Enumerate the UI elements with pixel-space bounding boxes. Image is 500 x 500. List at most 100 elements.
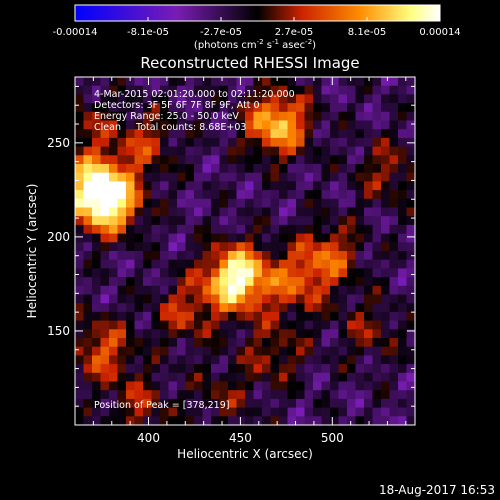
heatmap-cell <box>117 407 127 417</box>
heatmap-cell <box>228 277 238 287</box>
heatmap-cell <box>296 311 306 322</box>
heatmap-cell <box>83 320 93 330</box>
heatmap-cell <box>117 120 127 130</box>
heatmap-cell <box>185 181 195 191</box>
heatmap-cell <box>338 94 348 104</box>
heatmap-cell <box>83 207 93 217</box>
heatmap-cell <box>389 190 399 200</box>
heatmap-cell <box>381 346 391 356</box>
heatmap-cell <box>253 207 263 217</box>
heatmap-cell <box>228 285 238 296</box>
heatmap-cell <box>347 416 357 425</box>
heatmap-cell <box>160 207 170 217</box>
heatmap-cell <box>330 77 340 87</box>
heatmap-cell <box>313 329 323 339</box>
heatmap-cell <box>126 329 136 339</box>
heatmap-cell <box>245 416 255 425</box>
heatmap-cell <box>126 294 136 304</box>
heatmap-cell <box>398 390 408 400</box>
heatmap-cell <box>177 181 187 191</box>
heatmap-cell <box>321 303 331 313</box>
heatmap-cell <box>211 346 221 356</box>
heatmap-cell <box>100 103 110 113</box>
heatmap-cell <box>296 190 306 200</box>
heatmap-cell <box>372 94 382 104</box>
heatmap-cell <box>75 259 85 269</box>
heatmap-cell <box>355 164 365 174</box>
heatmap-cell <box>398 85 408 95</box>
heatmap-cell <box>160 259 170 269</box>
heatmap-cell <box>304 329 314 339</box>
heatmap-cell <box>279 320 289 330</box>
heatmap-cell <box>279 207 289 217</box>
heatmap-cell <box>83 146 93 156</box>
heatmap-cell <box>134 224 144 235</box>
heatmap-cell <box>296 346 306 356</box>
heatmap-cell <box>364 285 374 296</box>
heatmap-cell <box>211 103 221 113</box>
heatmap-cell <box>202 329 212 339</box>
heatmap-cell <box>194 146 204 156</box>
heatmap-cell <box>117 294 127 304</box>
heatmap-cell <box>347 103 357 113</box>
heatmap-cell <box>134 190 144 200</box>
heatmap-cell <box>92 416 102 425</box>
heatmap-cell <box>100 416 110 425</box>
heatmap-cell <box>151 372 161 383</box>
heatmap-cell <box>134 285 144 296</box>
heatmap-cell <box>338 407 348 417</box>
heatmap-cell <box>364 259 374 269</box>
heatmap-cell <box>355 372 365 383</box>
heatmap-cell <box>398 251 408 261</box>
heatmap-cell <box>389 338 399 348</box>
heatmap-cell <box>92 190 102 200</box>
heatmap-cell <box>168 259 178 269</box>
heatmap-cell <box>253 172 263 182</box>
heatmap-cell <box>211 355 221 365</box>
heatmap-cell <box>151 268 161 278</box>
heatmap-cell <box>211 303 221 313</box>
heatmap-cell <box>185 94 195 104</box>
heatmap-cell <box>219 216 229 226</box>
heatmap-cell <box>160 103 170 113</box>
heatmap-cell <box>151 181 161 191</box>
heatmap-cell <box>177 207 187 217</box>
heatmap-cell <box>338 129 348 139</box>
heatmap-cell <box>287 285 297 296</box>
heatmap-cell <box>304 120 314 130</box>
heatmap-cell <box>211 390 221 400</box>
heatmap-cell <box>287 207 297 217</box>
heatmap-cell <box>355 146 365 156</box>
heatmap-cell <box>406 85 415 95</box>
heatmap-cell <box>338 364 348 374</box>
heatmap-cell <box>117 381 127 391</box>
heatmap-cell <box>160 190 170 200</box>
heatmap-cell <box>321 120 331 130</box>
heatmap-cell <box>160 329 170 339</box>
heatmap-cell <box>313 137 323 148</box>
heatmap-cell <box>406 338 415 348</box>
heatmap-cell <box>321 137 331 148</box>
heatmap-cell <box>287 137 297 148</box>
heatmap-cell <box>287 268 297 278</box>
heatmap-cell <box>83 407 93 417</box>
heatmap-cell <box>143 181 153 191</box>
heatmap-cell <box>347 190 357 200</box>
heatmap-cell <box>219 329 229 339</box>
heatmap-cell <box>194 77 204 87</box>
heatmap-cell <box>389 77 399 87</box>
heatmap-cell <box>117 390 127 400</box>
heatmap-cell <box>364 338 374 348</box>
heatmap-cell <box>304 355 314 365</box>
heatmap-cell <box>338 137 348 148</box>
heatmap-cell <box>372 181 382 191</box>
heatmap-cell <box>185 207 195 217</box>
heatmap-cell <box>236 398 246 409</box>
heatmap-cell <box>100 172 110 182</box>
heatmap-cell <box>253 259 263 269</box>
heatmap-cell <box>262 407 272 417</box>
heatmap-cell <box>321 346 331 356</box>
colorbar-units: (photons cm-2 s-1 asec-2) <box>194 38 316 51</box>
heatmap-cell <box>287 390 297 400</box>
heatmap-cell <box>143 120 153 130</box>
